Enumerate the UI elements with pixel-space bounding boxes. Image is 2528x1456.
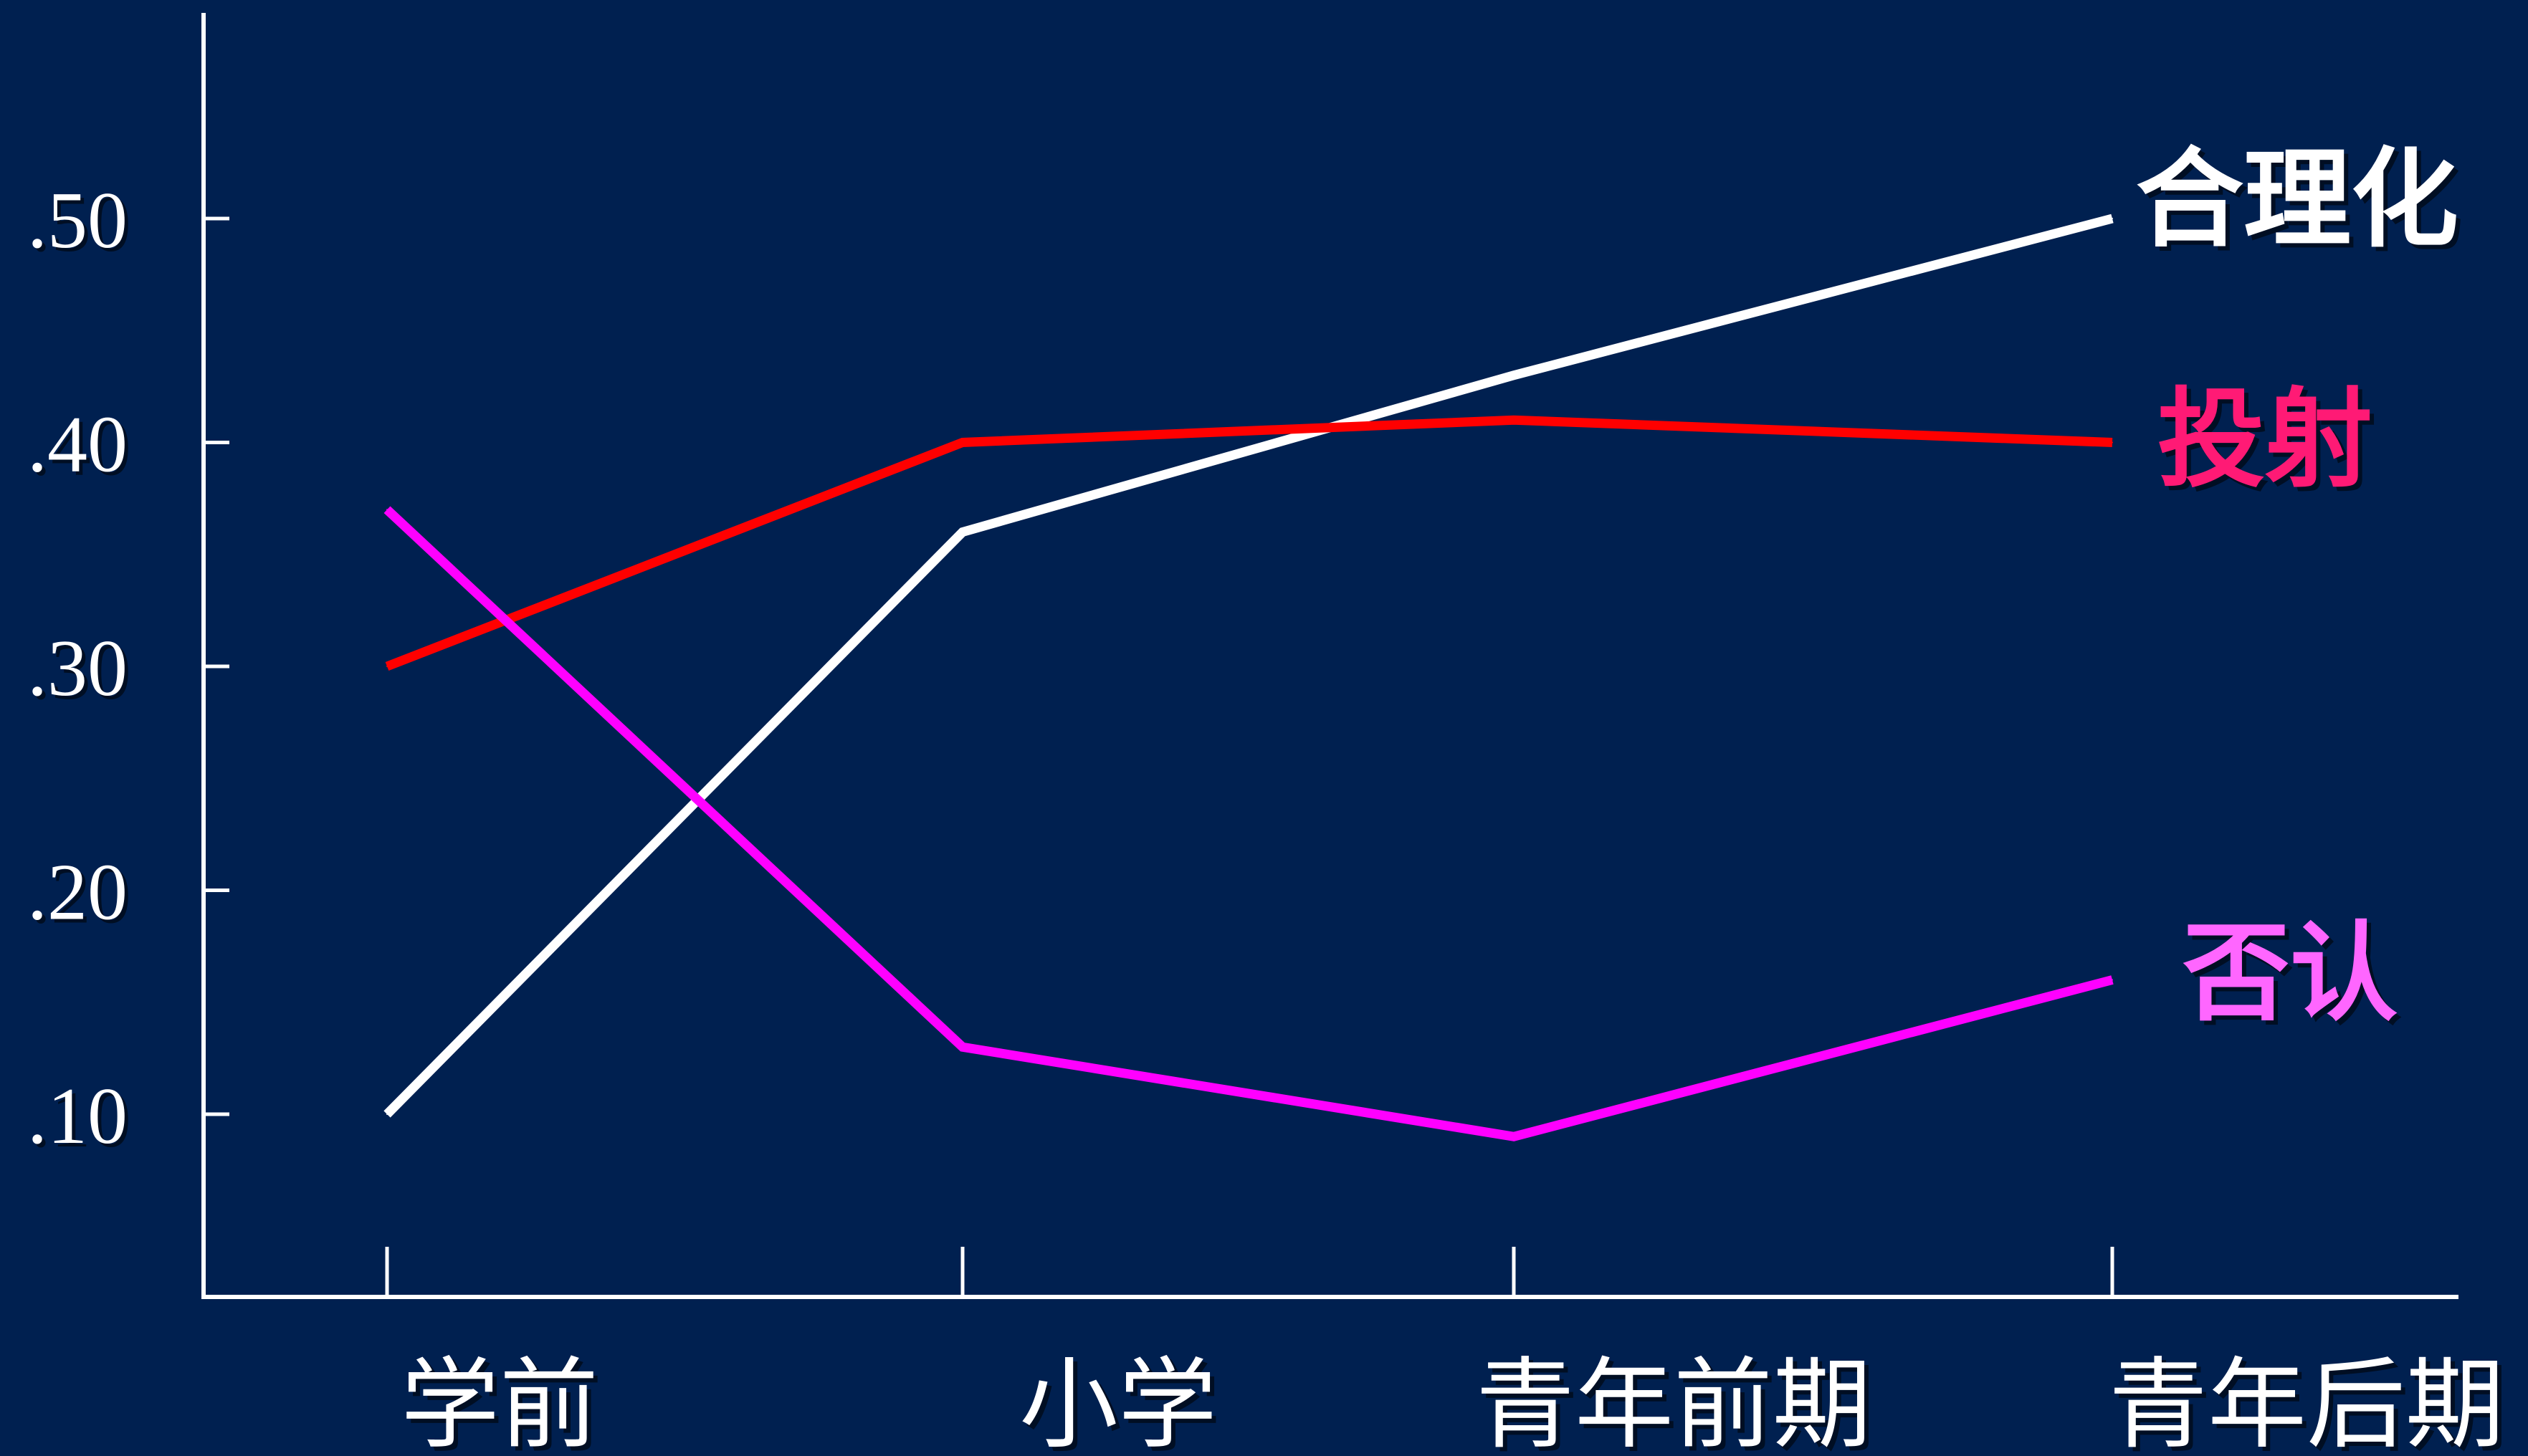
x-tick-label-shadow-3: 青年后期: [2113, 1351, 2509, 1456]
data-point-0-1: [962, 531, 963, 533]
y-tick-label-shadow-3: .40: [31, 404, 131, 493]
series-label-shadow-1: 投射: [2162, 382, 2377, 507]
data-point-2-0: [386, 509, 388, 511]
y-tick-label-3: .40: [27, 401, 128, 489]
data-point-1-3: [2112, 441, 2113, 444]
series-line-0: [383, 214, 2114, 1118]
y-ticks: .10.10.20.20.30.30.40.40.50.50: [27, 176, 229, 1164]
y-tick-label-0: .10: [27, 1072, 128, 1161]
data-point-2-2: [1513, 1136, 1515, 1138]
data-point-0-2: [1513, 374, 1515, 376]
x-tick-label-shadow-0: 学前: [405, 1351, 603, 1456]
data-point-0-3: [2112, 218, 2113, 219]
x-tick-label-0: 学前: [401, 1347, 598, 1456]
data-point-2-3: [2112, 979, 2113, 981]
y-tick-label-1: .20: [27, 848, 128, 937]
series-label-0: 合理化: [2136, 138, 2458, 262]
series-label-shadow-0: 合理化: [2140, 142, 2463, 267]
series-label-shadow-2: 否认: [2187, 916, 2402, 1040]
y-tick-label-shadow-4: .50: [31, 180, 131, 269]
x-tick-label-shadow-2: 青年前期: [1480, 1351, 1876, 1456]
y-tick-label-shadow-1: .20: [31, 852, 131, 941]
y-tick-label-4: .50: [27, 176, 128, 265]
y-tick-label-shadow-0: .10: [31, 1076, 131, 1164]
series-line-2: [383, 506, 2114, 1141]
y-tick-label-2: .30: [27, 624, 128, 713]
y-tick-label-shadow-2: .30: [31, 628, 131, 717]
data-point-1-0: [386, 666, 388, 667]
series-label-2: 否认: [2183, 911, 2398, 1036]
x-tick-label-2: 青年前期: [1476, 1347, 1871, 1456]
series-label-1: 投射: [2157, 378, 2372, 502]
data-point-1-2: [1513, 419, 1515, 421]
data-point-0-0: [386, 1113, 388, 1115]
series-line-1: [385, 415, 2113, 671]
x-tick-label-3: 青年后期: [2109, 1347, 2504, 1456]
series-lines: [383, 214, 2114, 1141]
x-tick-label-shadow-1: 小学: [1024, 1351, 1221, 1456]
data-point-1-1: [962, 441, 963, 444]
x-tick-label-1: 小学: [1019, 1347, 1217, 1456]
data-point-2-1: [962, 1046, 963, 1048]
